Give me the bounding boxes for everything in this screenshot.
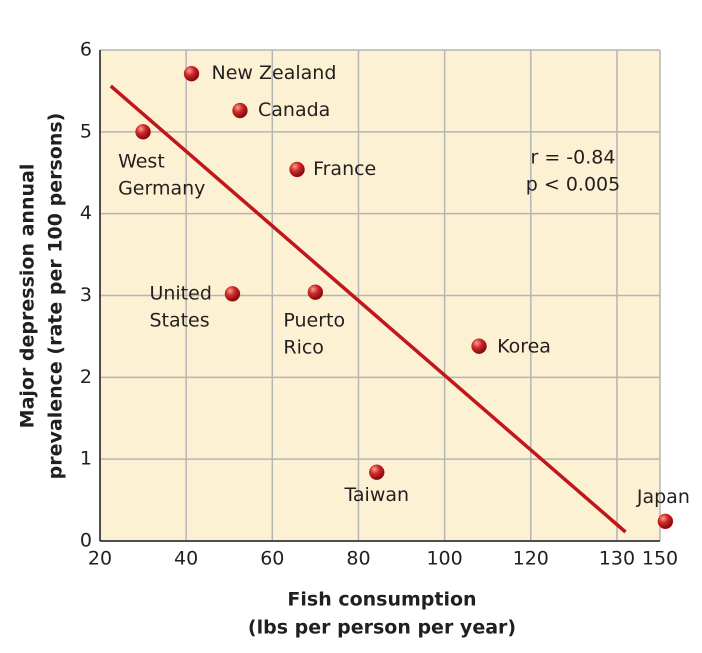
data-point bbox=[289, 161, 305, 178]
point-label: States bbox=[149, 309, 209, 331]
y-tick-label: 1 bbox=[80, 448, 92, 470]
data-point bbox=[369, 464, 385, 481]
x-tick-label: 40 bbox=[174, 548, 198, 570]
x-axis-title: Fish consumption bbox=[287, 589, 476, 611]
y-tick-label: 6 bbox=[80, 39, 92, 61]
annotation: p < 0.005 bbox=[526, 174, 620, 196]
data-point bbox=[135, 124, 151, 140]
point-label: West bbox=[118, 150, 165, 172]
y-tick-label: 0 bbox=[80, 530, 92, 552]
y-tick-label: 5 bbox=[80, 120, 92, 142]
point-label: Puerto bbox=[283, 310, 345, 332]
data-point bbox=[224, 286, 241, 302]
data-point bbox=[183, 65, 200, 82]
point-label: Germany bbox=[118, 177, 205, 199]
x-tick-label: 60 bbox=[260, 548, 284, 570]
point-label: Korea bbox=[497, 336, 551, 358]
data-point bbox=[232, 102, 248, 119]
x-tick-label: 130 bbox=[599, 548, 635, 570]
y-axis-title: prevalence (rate per 100 persons) bbox=[45, 113, 67, 480]
x-tick-label: 80 bbox=[346, 548, 370, 570]
x-tick-label: 150 bbox=[642, 548, 678, 570]
y-tick-label: 4 bbox=[80, 202, 92, 224]
annotation: r = -0.84 bbox=[531, 147, 616, 169]
x-tick-label: 120 bbox=[513, 548, 549, 570]
data-point bbox=[307, 284, 324, 300]
point-label: Canada bbox=[258, 99, 330, 121]
point-label: Taiwan bbox=[343, 484, 409, 506]
trend-line bbox=[109, 84, 627, 534]
y-tick-label: 3 bbox=[80, 284, 92, 306]
point-label: Japan bbox=[636, 486, 690, 508]
x-tick-label: 20 bbox=[88, 548, 112, 570]
x-axis-title: (lbs per person per year) bbox=[248, 617, 516, 639]
point-label: United bbox=[149, 282, 211, 304]
data-point bbox=[657, 513, 674, 530]
point-label: New Zealand bbox=[212, 62, 337, 84]
data-point bbox=[471, 338, 487, 354]
y-tick-label: 2 bbox=[80, 366, 92, 388]
x-tick-label: 100 bbox=[426, 548, 462, 570]
point-label: Rico bbox=[283, 337, 324, 359]
y-axis-title: Major depression annual bbox=[17, 164, 39, 429]
point-label: France bbox=[313, 158, 376, 180]
